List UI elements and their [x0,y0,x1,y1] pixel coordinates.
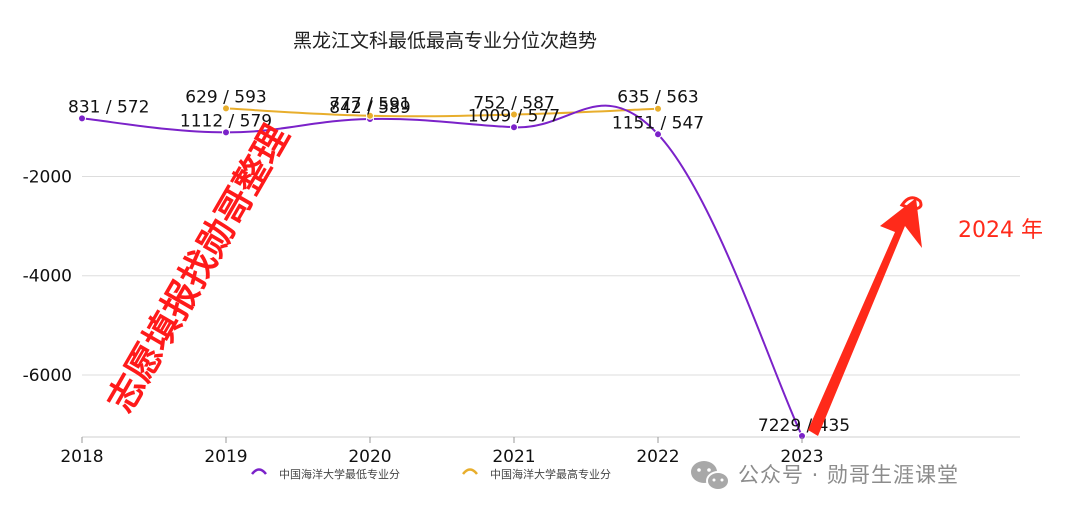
y-tick-label: -4000 [23,267,72,287]
legend-label: 中国海洋大学最低专业分 [279,467,400,481]
gridlines [82,175,1020,438]
y-tick-label: -6000 [23,366,72,386]
x-axis: 2018 2019 2020 2021 2022 2023 [60,437,824,467]
data-label: 752 / 587 [473,94,554,114]
data-label: 629 / 593 [185,87,266,107]
legend: 中国海洋大学最低专业分 中国海洋大学最高专业分 [251,467,611,481]
annotation-2024-label: 2024 年 [958,218,1043,243]
data-point [222,128,230,137]
data-label: 831 / 572 [68,97,149,117]
legend-swatch [251,468,267,475]
x-tick-label: 2022 [636,447,679,467]
x-tick-label: 2020 [348,447,391,467]
data-point [78,114,86,123]
series-line-max [225,107,659,118]
data-label: 635 / 563 [617,88,698,108]
data-point [654,130,662,139]
data-point [510,110,518,119]
data-label: 777 / 591 [329,95,410,115]
y-tick-label: -2000 [23,167,72,187]
footer: 公众号 · 勋哥生涯课堂 [691,461,959,491]
data-point [510,123,518,132]
x-tick-label: 2023 [780,447,823,467]
data-label: 7229 / 435 [758,416,850,436]
data-label: 842 / 589 [329,98,410,118]
y-axis: -2000 -4000 -6000 [23,167,72,386]
data-points [78,104,806,440]
wechat-icon [691,461,730,491]
x-tick-label: 2019 [204,447,247,467]
footer-text: 公众号 · 勋哥生涯课堂 [738,463,959,487]
data-labels: 831 / 572 1112 / 579 842 / 589 1009 / 577 11… [68,87,850,436]
legend-label: 中国海洋大学最高专业分 [490,467,611,481]
data-label: 1009 / 577 [468,106,560,126]
annotation-arrow [808,196,923,436]
data-point [366,111,374,120]
data-label: 1151 / 547 [612,113,704,133]
x-tick-label: 2021 [492,447,535,467]
data-point [222,104,230,113]
data-label: 1112 / 579 [180,111,272,131]
x-tick-label: 2018 [60,447,103,467]
legend-swatch [462,468,478,475]
chart-title: 黑龙江文科最低最高专业分位次趋势 [293,30,597,52]
data-point [654,104,662,113]
watermark-text: 志愿填报找勋哥整理 [100,118,298,419]
